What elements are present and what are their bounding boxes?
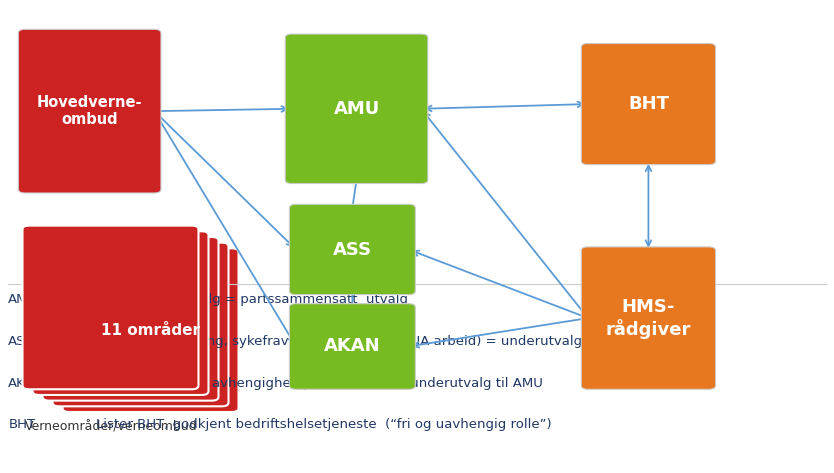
FancyBboxPatch shape [289, 204, 415, 295]
Text: Utvalg for attføring, sykefravær og seniortiltak (IA arbeid) = underutvalg til A: Utvalg for attføring, sykefravær og seni… [96, 335, 633, 348]
FancyBboxPatch shape [63, 248, 239, 412]
Text: AMU: AMU [8, 293, 38, 306]
FancyBboxPatch shape [23, 226, 198, 389]
FancyBboxPatch shape [581, 247, 716, 389]
Text: ASS: ASS [333, 240, 372, 259]
FancyBboxPatch shape [289, 304, 415, 389]
Text: BHT: BHT [8, 418, 36, 431]
Text: Utvalg for rus og avhengighetsproblematikk = underutvalg til AMU: Utvalg for rus og avhengighetsproblemati… [96, 377, 543, 389]
FancyBboxPatch shape [581, 44, 716, 165]
Text: BHT: BHT [628, 95, 669, 113]
Text: ASS: ASS [8, 335, 34, 348]
Text: Hovedverne-
ombud: Hovedverne- ombud [37, 95, 143, 127]
Text: AKAN: AKAN [324, 337, 380, 356]
Text: Verneområder/verneombud: Verneområder/verneombud [25, 420, 198, 433]
Text: 11 områder: 11 områder [101, 323, 200, 338]
Text: AMU: AMU [334, 100, 379, 118]
FancyBboxPatch shape [18, 29, 161, 193]
FancyBboxPatch shape [43, 237, 219, 401]
Text: AKAN: AKAN [8, 377, 45, 389]
FancyBboxPatch shape [33, 231, 208, 395]
FancyBboxPatch shape [285, 34, 428, 184]
Text: Lister BHT, godkjent bedriftshelsetjeneste  (“fri og uavhengig rolle”): Lister BHT, godkjent bedriftshelsetjenes… [96, 418, 551, 431]
Text: HMS-
rådgiver: HMS- rådgiver [605, 298, 691, 339]
FancyBboxPatch shape [53, 243, 229, 406]
Text: Arbeidsmiljøutvalg = partssammensatt  utvalg: Arbeidsmiljøutvalg = partssammensatt utv… [96, 293, 408, 306]
